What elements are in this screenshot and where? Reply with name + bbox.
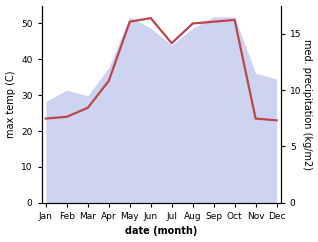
Y-axis label: max temp (C): max temp (C) — [5, 70, 16, 138]
X-axis label: date (month): date (month) — [125, 227, 197, 236]
Y-axis label: med. precipitation (kg/m2): med. precipitation (kg/m2) — [302, 39, 313, 170]
